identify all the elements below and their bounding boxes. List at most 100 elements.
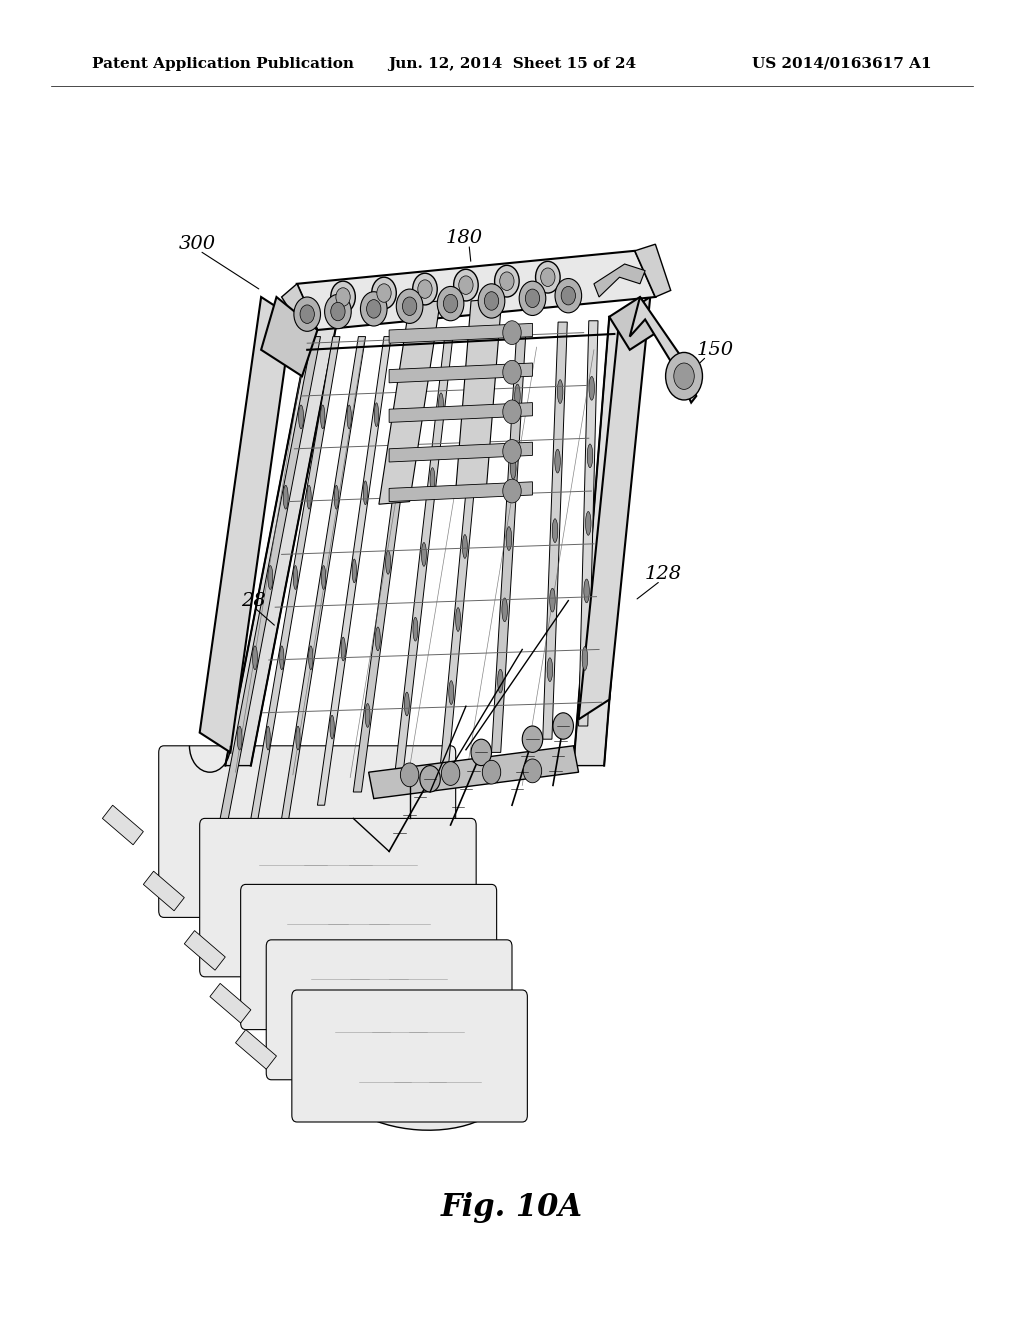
FancyBboxPatch shape [241, 884, 497, 1030]
Polygon shape [440, 327, 489, 766]
Polygon shape [573, 317, 640, 766]
Circle shape [441, 762, 460, 785]
Polygon shape [184, 931, 225, 970]
Ellipse shape [449, 681, 454, 705]
Circle shape [402, 297, 417, 315]
Polygon shape [389, 442, 532, 462]
Polygon shape [210, 983, 251, 1023]
Circle shape [400, 763, 419, 787]
Ellipse shape [498, 669, 503, 693]
Polygon shape [389, 363, 532, 383]
Text: 180: 180 [445, 228, 482, 247]
Polygon shape [389, 482, 532, 502]
Polygon shape [353, 333, 423, 792]
Circle shape [300, 305, 314, 323]
Circle shape [360, 292, 387, 326]
Polygon shape [297, 251, 655, 330]
Ellipse shape [341, 638, 345, 661]
Ellipse shape [364, 480, 368, 504]
Ellipse shape [587, 444, 593, 467]
Circle shape [536, 261, 560, 293]
Polygon shape [630, 297, 696, 403]
Circle shape [553, 713, 573, 739]
Polygon shape [594, 264, 645, 297]
Circle shape [418, 280, 432, 298]
Ellipse shape [321, 405, 325, 429]
Ellipse shape [422, 543, 426, 566]
Polygon shape [635, 244, 671, 297]
Circle shape [522, 726, 543, 752]
Circle shape [294, 297, 321, 331]
Polygon shape [492, 325, 526, 752]
Ellipse shape [347, 405, 351, 429]
Circle shape [503, 440, 521, 463]
Ellipse shape [296, 726, 300, 750]
Ellipse shape [510, 455, 516, 479]
Ellipse shape [586, 511, 591, 536]
Ellipse shape [293, 565, 298, 589]
Ellipse shape [330, 715, 334, 739]
Polygon shape [282, 337, 366, 818]
Ellipse shape [308, 645, 313, 669]
Polygon shape [543, 322, 567, 739]
Circle shape [503, 400, 521, 424]
Ellipse shape [506, 527, 512, 550]
Circle shape [377, 284, 391, 302]
Polygon shape [456, 298, 502, 491]
FancyBboxPatch shape [200, 818, 476, 977]
Circle shape [484, 292, 499, 310]
Circle shape [443, 294, 458, 313]
Polygon shape [236, 1030, 276, 1069]
Polygon shape [220, 337, 321, 818]
Ellipse shape [352, 560, 356, 583]
Text: 128: 128 [645, 565, 682, 583]
Circle shape [541, 268, 555, 286]
Ellipse shape [257, 865, 460, 983]
Polygon shape [369, 746, 579, 799]
Ellipse shape [430, 467, 435, 491]
Ellipse shape [366, 704, 370, 727]
Polygon shape [200, 297, 292, 752]
Ellipse shape [476, 388, 481, 412]
Ellipse shape [375, 403, 379, 426]
Ellipse shape [307, 981, 492, 1084]
Polygon shape [389, 403, 532, 422]
Text: 28: 28 [241, 591, 265, 610]
Ellipse shape [550, 589, 555, 612]
Polygon shape [579, 321, 598, 726]
Circle shape [420, 766, 440, 792]
Ellipse shape [334, 486, 339, 510]
FancyBboxPatch shape [266, 940, 512, 1080]
Text: US 2014/0163617 A1: US 2014/0163617 A1 [753, 57, 932, 71]
Ellipse shape [280, 645, 284, 669]
Circle shape [561, 286, 575, 305]
Text: Fig. 10A: Fig. 10A [441, 1192, 583, 1224]
Ellipse shape [584, 579, 590, 603]
Ellipse shape [396, 474, 400, 498]
Circle shape [325, 294, 351, 329]
Ellipse shape [502, 598, 508, 622]
Polygon shape [261, 297, 317, 376]
Ellipse shape [463, 535, 467, 558]
Polygon shape [143, 871, 184, 911]
Ellipse shape [228, 796, 447, 933]
Circle shape [666, 352, 702, 400]
FancyBboxPatch shape [159, 746, 456, 917]
Ellipse shape [253, 645, 257, 669]
Polygon shape [317, 337, 391, 805]
Ellipse shape [307, 486, 311, 510]
Ellipse shape [268, 565, 272, 589]
Polygon shape [389, 323, 532, 343]
Ellipse shape [322, 565, 326, 589]
Circle shape [459, 276, 473, 294]
Text: 300: 300 [179, 235, 216, 253]
Circle shape [331, 302, 345, 321]
Ellipse shape [555, 449, 560, 473]
Circle shape [372, 277, 396, 309]
Circle shape [503, 360, 521, 384]
Circle shape [555, 279, 582, 313]
Ellipse shape [386, 550, 390, 574]
Polygon shape [579, 297, 650, 719]
Polygon shape [251, 337, 340, 818]
Ellipse shape [547, 657, 553, 681]
